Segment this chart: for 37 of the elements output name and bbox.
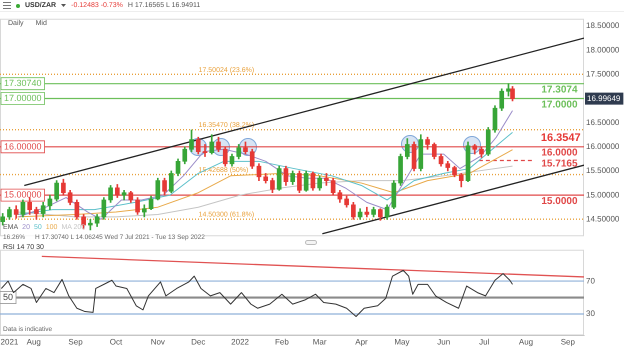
y-tick-label: 30 (586, 309, 596, 318)
annotation: 16.3547 (540, 132, 581, 144)
x-tick-label: 2022 (231, 337, 250, 346)
x-tick-label: Aug (518, 337, 534, 346)
y-tick-label: 16.00000 (586, 142, 620, 152)
x-tick-label: Jun (437, 337, 450, 346)
annotation: 17.00000 (4, 93, 42, 103)
ref-line-label: 17.0000 (541, 99, 578, 110)
annotation: 16.00000 (4, 141, 42, 152)
x-tick-label: Nov (150, 337, 165, 346)
x-tick-label: Mar (312, 337, 327, 346)
annotation: 15.00000 (4, 190, 42, 200)
ref-line-label: 50 (3, 292, 14, 302)
x-tick-label: Aug (26, 337, 41, 346)
ref-line-label: 16.0000 (541, 148, 578, 159)
annotation: 17.30740 (4, 78, 42, 88)
y-tick-label: 15.50000 (586, 166, 620, 176)
y-tick-label: 16.50000 (586, 118, 620, 127)
ref-line-label: 15.0000 (541, 196, 578, 207)
x-tick-label: Sep (68, 337, 84, 346)
y-tick-label: 14.50000 (586, 214, 620, 224)
ref-line-label: 15.7165 (541, 158, 578, 170)
x-tick-label: Jul (479, 337, 490, 346)
y-tick-label: 70 (586, 276, 596, 286)
text: 16.99649 (587, 94, 621, 103)
y-tick-label: 18.50000 (586, 21, 620, 30)
y-tick-label: 15.00000 (586, 190, 620, 200)
x-tick-label: May (394, 337, 410, 346)
x-tick-label: Apr (355, 337, 368, 346)
x-tick-label: 2021 (0, 337, 19, 346)
y-tick-label: 17.50000 (586, 70, 620, 79)
x-tick-label: Oct (110, 337, 123, 346)
x-tick-label: Sep (560, 337, 576, 346)
x-tick-label: Dec (191, 337, 206, 346)
x-tick-label: Feb (274, 337, 290, 346)
ref-line-label: 17.3074 (541, 84, 578, 96)
y-tick-label: 18.00000 (586, 45, 620, 54)
